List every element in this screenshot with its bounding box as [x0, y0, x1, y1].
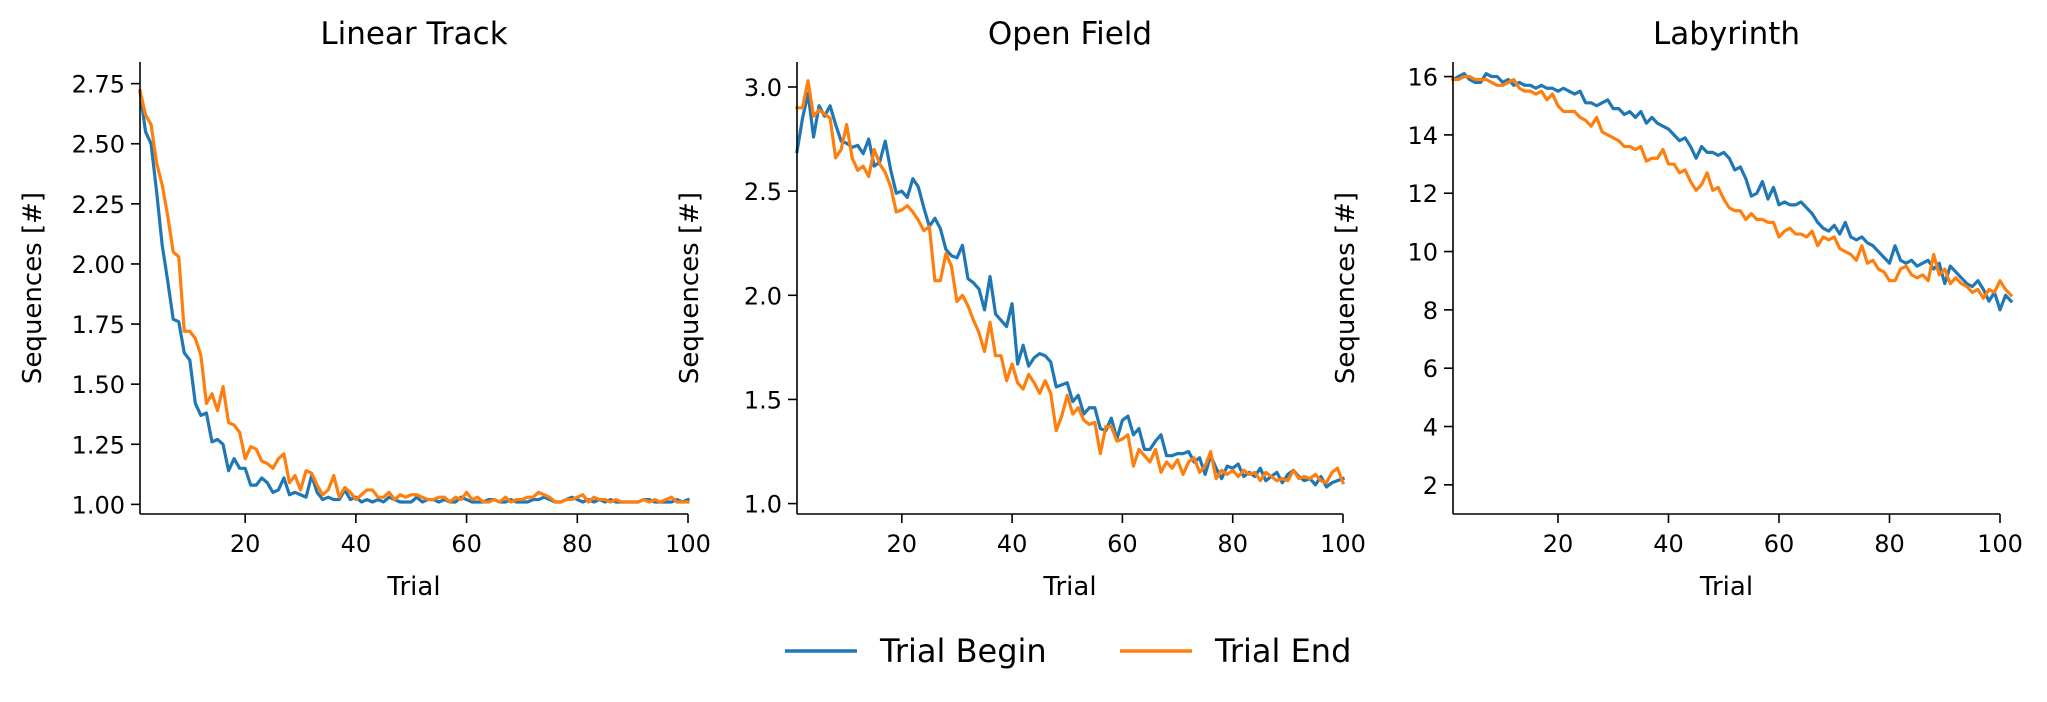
y-tick-label: 16	[1407, 64, 1438, 92]
y-tick-label: 6	[1423, 355, 1438, 383]
legend: Trial Begin Trial End	[785, 632, 1351, 670]
y-tick-label: 2	[1423, 472, 1438, 500]
x-tick-label: 60	[451, 530, 482, 558]
x-tick-label: 100	[665, 530, 711, 558]
series-lines	[138, 88, 691, 504]
y-tick-label: 2.00	[72, 251, 125, 279]
chart-open-field: 20 40 60 80 100 1.0 1.5 2.0 2.5 3.0 Open Field Tria…	[675, 16, 1366, 602]
series-line-trial-end	[1451, 74, 2014, 300]
y-tick-label: 2.75	[72, 71, 125, 99]
x-tick-label: 60	[1107, 530, 1138, 558]
y-tick-label: 4	[1423, 414, 1438, 442]
x-tick-label: 40	[1653, 530, 1684, 558]
series-line-trial-begin	[1450, 72, 2014, 312]
y-tick-label: 2.0	[744, 282, 782, 310]
x-tick-label: 100	[1977, 530, 2023, 558]
y-tick-label: 10	[1407, 239, 1438, 267]
x-tick-label: 40	[341, 530, 372, 558]
legend-item-trial-begin: Trial Begin	[785, 632, 1047, 670]
y-tick-label: 1.00	[72, 491, 125, 519]
x-tick-label: 40	[997, 530, 1028, 558]
x-tick-label: 20	[1543, 530, 1574, 558]
x-tick-label: 20	[230, 530, 261, 558]
chart-linear-track: 20 40 60 80 100 1.00 1.25 1.50 1.75 2.00 2.25 2.50 2…	[18, 16, 711, 602]
y-tick-label: 2.25	[72, 191, 125, 219]
y-tick-label: 1.0	[744, 491, 782, 519]
legend-item-trial-end: Trial End	[1120, 632, 1351, 670]
y-tick-label: 3.0	[744, 74, 782, 102]
y-tick-label: 14	[1407, 122, 1438, 150]
x-axis-label: Trial	[1699, 572, 1753, 602]
series-line-trial-end	[795, 79, 1346, 485]
series-line-trial-begin	[138, 89, 691, 504]
x-tick-label: 100	[1320, 530, 1366, 558]
y-tick-label: 1.5	[744, 386, 782, 414]
y-tick-label: 1.25	[72, 431, 125, 459]
x-tick-label: 20	[887, 530, 918, 558]
chart-panels: 20 40 60 80 100 1.00 1.25 1.50 1.75 2.00 2.25 2.50 2…	[18, 16, 2023, 602]
legend-label: Trial End	[1214, 632, 1351, 670]
chart-title: Open Field	[988, 16, 1152, 52]
x-axis-label: Trial	[386, 572, 440, 602]
y-axis-label: Sequences [#]	[18, 192, 48, 384]
chart-labyrinth: 20 40 60 80 100 2 4 6 8 10 12 14 16 Labyrinth Trial Seq…	[1331, 16, 2023, 602]
y-axis-label: Sequences [#]	[1331, 192, 1361, 384]
y-tick-label: 2.50	[72, 131, 125, 159]
x-tick-label: 60	[1764, 530, 1795, 558]
series-line-trial-end	[138, 88, 690, 504]
x-axis-label: Trial	[1042, 572, 1096, 602]
y-tick-label: 2.5	[744, 178, 782, 206]
x-tick-label: 80	[562, 530, 593, 558]
x-tick-label: 80	[1217, 530, 1248, 558]
series-lines	[1450, 72, 2014, 312]
y-axis-label: Sequences [#]	[675, 192, 705, 384]
x-tick-label: 80	[1874, 530, 1905, 558]
series-lines	[795, 79, 1346, 489]
legend-label: Trial Begin	[879, 632, 1047, 670]
chart-title: Linear Track	[320, 16, 507, 52]
y-tick-label: 12	[1407, 180, 1438, 208]
chart-title: Labyrinth	[1653, 16, 1800, 52]
y-tick-label: 1.75	[72, 311, 125, 339]
series-line-trial-begin	[795, 91, 1346, 489]
y-tick-label: 8	[1423, 297, 1438, 325]
y-tick-label: 1.50	[72, 371, 125, 399]
